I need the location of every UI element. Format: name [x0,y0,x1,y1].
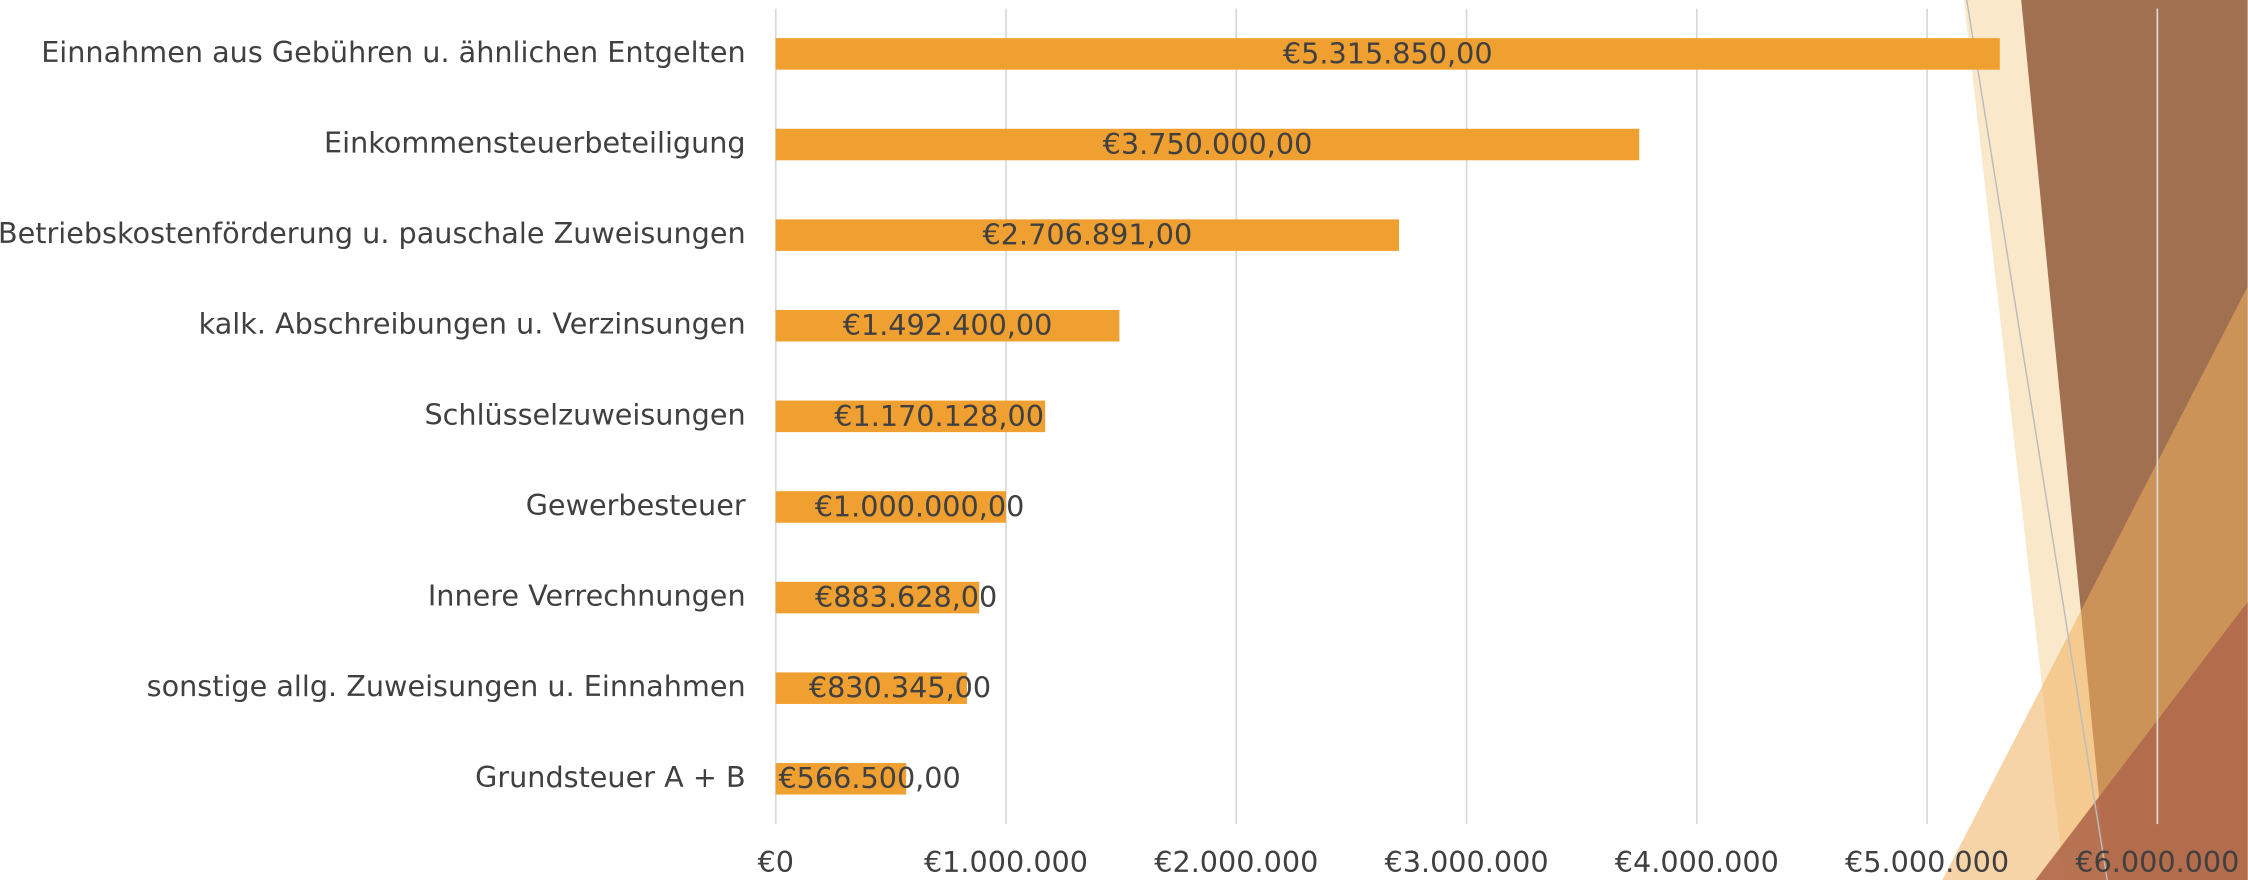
data-label: €3.750.000,00 [1103,127,1313,161]
chart: €0 €1.000.000 €2.000.000 €3.000.000 €4.000.0… [0,0,2248,880]
x-tick-label: €3.000.000 [1385,845,1549,879]
y-tick-label: Einnahmen aus Gebühren u. ähnlichen Entg… [41,35,745,69]
data-label: €5.315.850,00 [1283,36,1493,70]
x-tick-label: €6.000.000 [2075,845,2239,879]
x-tick-label: €4.000.000 [1615,845,1779,879]
decoration [1942,0,2247,880]
data-label: €1.492.400,00 [843,308,1053,342]
y-tick-label: Schlüsselzuweisungen [424,397,745,431]
x-tick-label: €1.000.000 [924,845,1088,879]
y-tick-label: Einkommensteuerbeteiligung [324,126,746,160]
x-tick-label: €2.000.000 [1154,845,1318,879]
y-tick-label: sonstige allg. Zuweisungen u. Einnahmen [147,669,746,703]
y-tick-label: kalk. Abschreibungen u. Verzinsungen [199,307,746,341]
x-tick-label: €0 [757,845,793,879]
y-tick-label: Gewerbesteuer [526,488,746,522]
data-label: €830.345,00 [809,671,991,705]
data-label: €1.170.128,00 [834,399,1044,433]
data-label: €2.706.891,00 [983,218,1193,252]
data-label: €1.000.000,00 [815,489,1025,523]
y-tick-label: Grundsteuer A + B [475,760,745,794]
x-tick-label: €5.000.000 [1845,845,2009,879]
y-tick-label: Innere Verrechnungen [428,579,746,613]
data-label: €566.500,00 [778,761,960,795]
y-tick-label: Betriebskostenförderung u. pauschale Zuw… [0,216,746,250]
data-label: €883.628,00 [815,580,997,614]
